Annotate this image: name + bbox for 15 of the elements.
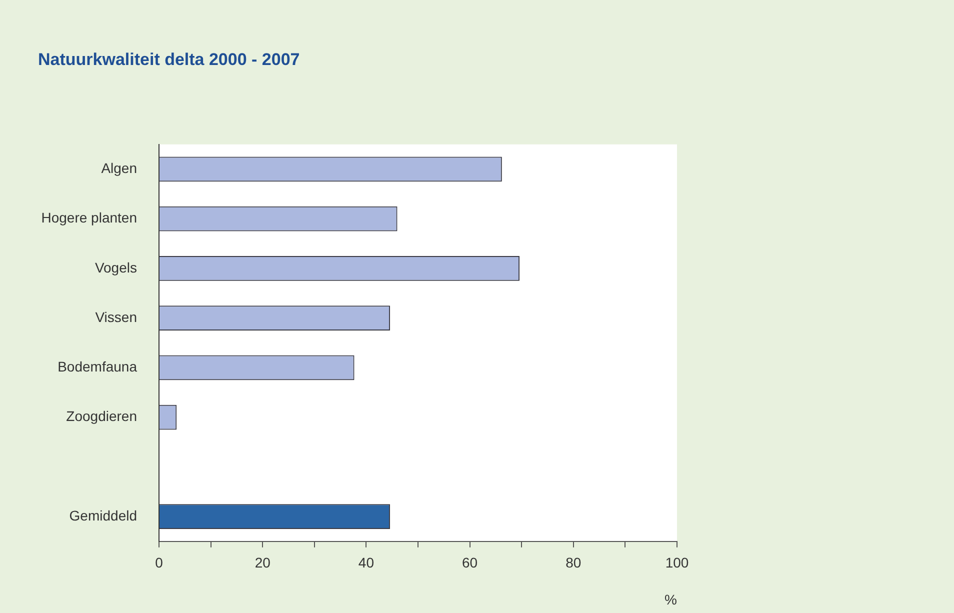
y-tick-label: Zoogdieren: [66, 408, 137, 424]
y-tick-label: Bodemfauna: [58, 358, 138, 375]
y-tick-label: Gemiddeld: [69, 507, 137, 524]
x-axis-title: %: [664, 591, 677, 608]
y-tick-label: Vogels: [94, 259, 137, 276]
x-tick-label: 0: [155, 554, 164, 571]
x-tick-label: 20: [254, 554, 271, 571]
x-tick-label: 40: [358, 554, 374, 571]
y-tick-label: Hogere planten: [41, 210, 137, 226]
x-tick-label: 80: [566, 554, 582, 571]
x-tick-label: 100: [665, 554, 689, 571]
x-tick-label: 60: [462, 554, 478, 571]
y-tick-label: Algen: [101, 160, 137, 176]
y-tick-label: Vissen: [95, 308, 137, 325]
chart-title: Natuurkwaliteit delta 2000 - 2007: [38, 50, 300, 69]
